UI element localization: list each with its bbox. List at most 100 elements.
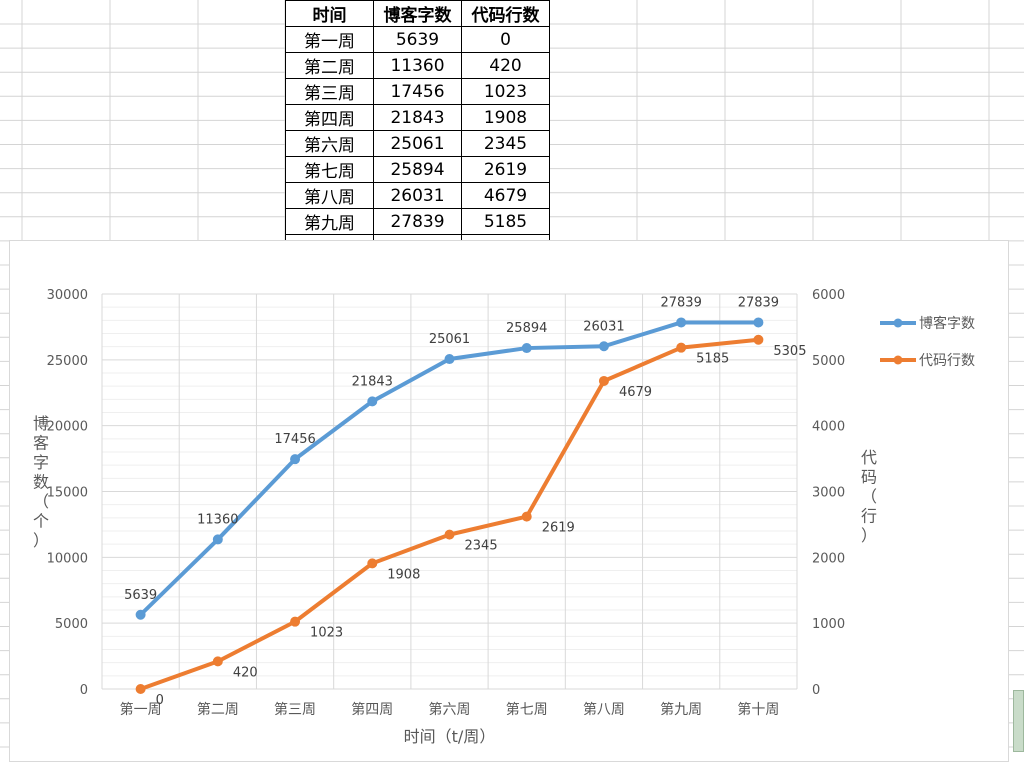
left-tick-label: 20000: [47, 420, 88, 435]
data-point: [753, 334, 764, 345]
right-tick-label: 5000: [812, 354, 845, 369]
right-tick-label: 2000: [812, 551, 845, 566]
data-label: 2619: [542, 521, 575, 536]
data-label: 17456: [274, 432, 315, 447]
data-label: 5305: [773, 344, 806, 359]
table-row: 第四周 21843 1908: [285, 104, 550, 131]
x-axis-ticks: 第一周 第二周 第三周 第四周 第六周 第七周 第八周 第九周 第十周: [120, 701, 780, 718]
table-cell[interactable]: 11360: [373, 52, 462, 79]
table-row: 第八周 26031 4679: [285, 182, 550, 209]
right-tick-label: 3000: [812, 486, 845, 501]
table-row: 第七周 25894 2619: [285, 156, 550, 183]
axis-title-char: 代: [861, 448, 877, 467]
left-tick-label: 10000: [47, 551, 88, 566]
data-point: [598, 341, 609, 352]
line-chart: 0500010000150002000025000300000100020003…: [33, 288, 975, 746]
right-tick-label: 4000: [812, 420, 845, 435]
x-tick-label: 第七周: [506, 701, 548, 718]
side-panel-tab[interactable]: [1013, 690, 1024, 752]
data-label: 27839: [738, 295, 779, 310]
table-cell[interactable]: 第一周: [285, 26, 374, 53]
left-tick-label: 5000: [55, 617, 88, 632]
data-label: 1023: [310, 626, 343, 641]
left-tick-label: 0: [80, 683, 88, 698]
axis-title-char: ）: [861, 526, 877, 545]
chart-area[interactable]: 0 5000 10000 15000 20000 25000 30000 0 1000 2000 3…: [9, 240, 1009, 762]
table-row: 第九周 27839 5185: [285, 208, 550, 235]
table-cell[interactable]: 第八周: [285, 182, 374, 209]
data-label: 0: [156, 693, 164, 708]
legend-swatch-marker: [893, 318, 903, 328]
data-label: 2345: [465, 539, 498, 554]
left-axis-ticks: 0 5000 10000 15000 20000 25000 30000: [47, 288, 88, 698]
data-label: 420: [233, 665, 258, 680]
x-tick-label: 第十周: [737, 701, 779, 718]
series-0: 5639 11360 17456 21843 25061 25894 26031 27839 2…: [124, 295, 779, 620]
data-label: 5639: [124, 588, 157, 603]
data-label: 25894: [506, 321, 547, 336]
x-axis-title: 时间（t/周）: [404, 727, 496, 746]
table-cell[interactable]: 第三周: [285, 78, 374, 105]
legend-swatch-marker: [893, 355, 903, 365]
table-cell[interactable]: 第二周: [285, 52, 374, 79]
data-point: [521, 343, 532, 354]
data-point: [753, 317, 764, 328]
axis-title-char: （: [861, 487, 877, 506]
data-label: 1908: [387, 567, 420, 582]
axis-title-char: ）: [33, 531, 49, 550]
table-cell[interactable]: 第七周: [285, 156, 374, 183]
table-row: 第二周 11360 420: [285, 52, 550, 79]
axis-title-char: 数: [33, 473, 49, 492]
table-cell[interactable]: 26031: [373, 182, 462, 209]
data-point: [135, 609, 146, 620]
table-cell[interactable]: 1908: [461, 104, 550, 131]
axis-title-char: 字: [33, 453, 49, 472]
left-axis-title: 博客字数（个）: [33, 414, 49, 550]
table-cell[interactable]: 21843: [373, 104, 462, 131]
data-point: [367, 558, 378, 569]
table-cell[interactable]: 420: [461, 52, 550, 79]
x-tick-label: 第九周: [660, 701, 702, 718]
legend-label: 代码行数: [919, 353, 975, 369]
data-point: [521, 511, 532, 522]
table-cell[interactable]: 1023: [461, 78, 550, 105]
table-cell[interactable]: 2619: [461, 156, 550, 183]
table-row: 第一周 5639 0: [285, 26, 550, 53]
legend-label: 博客字数: [919, 315, 975, 332]
table-cell[interactable]: 27839: [373, 208, 462, 235]
table-cell[interactable]: 第六周: [285, 130, 374, 157]
data-point: [290, 454, 301, 465]
table-header-cell[interactable]: 博客字数: [373, 0, 462, 27]
table-cell[interactable]: 第四周: [285, 104, 374, 131]
axis-title-char: 个: [33, 512, 49, 531]
data-label: 21843: [352, 374, 393, 389]
table-row: 第六周 25061 2345: [285, 130, 550, 157]
table-cell[interactable]: 25894: [373, 156, 462, 183]
x-tick-label: 第二周: [197, 701, 239, 718]
data-point: [290, 616, 301, 627]
table-cell[interactable]: 2345: [461, 130, 550, 157]
table-header-cell[interactable]: 代码行数: [461, 0, 550, 27]
table-cell[interactable]: 17456: [373, 78, 462, 105]
data-label: 26031: [583, 319, 624, 334]
data-point: [598, 375, 609, 386]
series-1: 0 420 1023 1908 2345 2619 4679 5185 5305: [135, 334, 806, 708]
axis-title-char: 博: [33, 414, 49, 433]
data-label: 25061: [429, 332, 470, 347]
table-header-cell[interactable]: 时间: [285, 0, 374, 27]
table-cell[interactable]: 5185: [461, 208, 550, 235]
table-cell[interactable]: 4679: [461, 182, 550, 209]
axis-title-char: 客: [33, 434, 49, 453]
data-label: 27839: [660, 295, 701, 310]
table-cell[interactable]: 0: [461, 26, 550, 53]
data-point: [212, 534, 223, 545]
table-cell[interactable]: 5639: [373, 26, 462, 53]
table-cell[interactable]: 25061: [373, 130, 462, 157]
table-cell[interactable]: 第九周: [285, 208, 374, 235]
x-tick-label: 第四周: [351, 701, 393, 718]
x-tick-label: 第一周: [120, 701, 162, 718]
right-tick-label: 0: [812, 683, 820, 698]
right-axis-ticks: 0 1000 2000 3000 4000 5000 6000: [812, 288, 845, 698]
x-tick-label: 第六周: [429, 701, 471, 718]
